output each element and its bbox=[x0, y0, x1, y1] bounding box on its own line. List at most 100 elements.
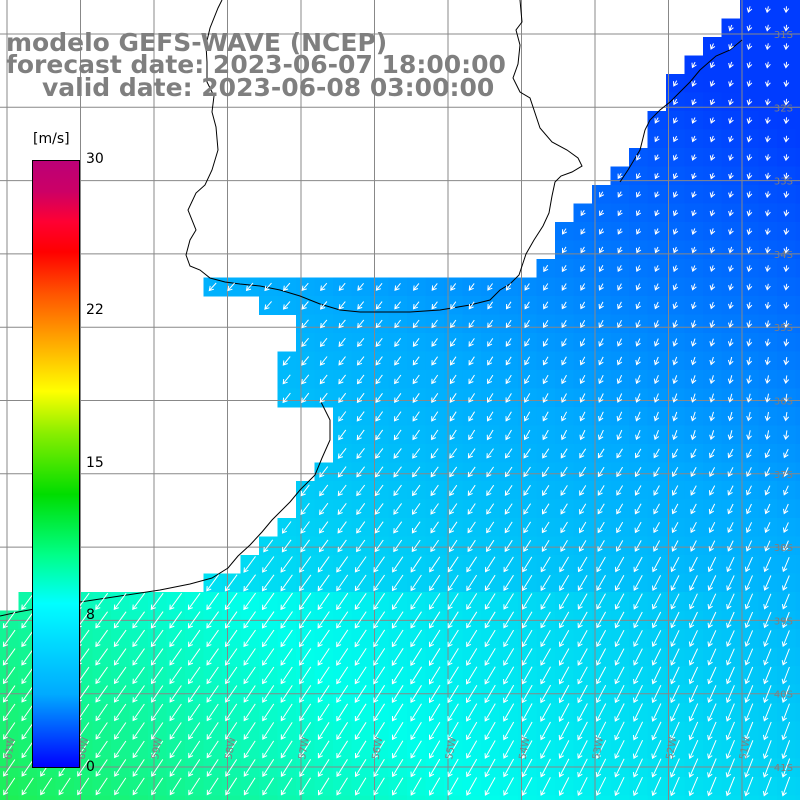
wind-arrow bbox=[764, 503, 771, 515]
wind-arrow bbox=[709, 301, 716, 310]
wind-cell bbox=[795, 148, 800, 167]
wind-arrow bbox=[447, 574, 459, 592]
wind-cell bbox=[795, 721, 800, 741]
wind-arrow bbox=[691, 98, 697, 106]
wind-arrow bbox=[95, 611, 109, 629]
wind-arrow bbox=[690, 375, 697, 385]
wind-arrow bbox=[728, 98, 734, 106]
wind-arrow bbox=[782, 557, 790, 573]
wind-arrow bbox=[504, 521, 513, 534]
wind-arrow bbox=[763, 648, 772, 666]
wind-arrow bbox=[672, 228, 679, 235]
wind-arrow bbox=[558, 777, 570, 796]
wind-arrow bbox=[763, 575, 772, 591]
wind-cell bbox=[111, 795, 130, 800]
wind-arrow bbox=[394, 319, 401, 329]
wind-cell bbox=[703, 795, 722, 800]
wind-arrow bbox=[598, 301, 604, 310]
wind-arrow bbox=[654, 338, 660, 347]
wind-arrow bbox=[169, 685, 182, 703]
wind-arrow bbox=[243, 592, 257, 611]
wind-arrow bbox=[763, 630, 772, 647]
wind-arrow bbox=[540, 629, 551, 648]
wind-arrow bbox=[169, 611, 183, 629]
wind-arrow bbox=[654, 246, 660, 254]
wind-arrow bbox=[523, 466, 531, 478]
wind-arrow bbox=[709, 448, 716, 459]
wind-arrow bbox=[579, 503, 587, 515]
wind-cell bbox=[666, 795, 685, 800]
wind-arrow bbox=[744, 593, 754, 610]
wind-arrow bbox=[559, 629, 570, 648]
wind-arrow bbox=[672, 393, 678, 403]
wind-arrow bbox=[486, 503, 495, 515]
wind-arrow bbox=[671, 540, 679, 552]
wind-arrow bbox=[726, 630, 735, 647]
wind-arrow bbox=[673, 80, 679, 87]
wind-arrow bbox=[633, 611, 643, 629]
wind-arrow bbox=[431, 374, 439, 385]
wind-arrow bbox=[744, 630, 754, 647]
wind-arrow bbox=[40, 777, 53, 796]
wind-arrow bbox=[411, 521, 421, 534]
wind-arrow bbox=[113, 648, 127, 666]
wind-arrow bbox=[357, 282, 364, 291]
wind-arrow bbox=[337, 503, 347, 515]
latitude-label: 33S bbox=[774, 177, 793, 188]
wind-arrow bbox=[636, 191, 642, 198]
wind-arrow bbox=[484, 684, 496, 704]
wind-arrow bbox=[354, 685, 367, 704]
wind-arrow bbox=[558, 758, 570, 778]
wind-arrow bbox=[317, 648, 330, 666]
wind-arrow bbox=[448, 539, 458, 553]
wind-arrow bbox=[356, 356, 365, 366]
longitude-label: 52W bbox=[665, 736, 680, 760]
wind-arrow bbox=[262, 685, 275, 703]
wind-arrow bbox=[691, 191, 697, 198]
wind-arrow bbox=[262, 556, 275, 573]
wind-arrow bbox=[503, 593, 514, 610]
wind-arrow bbox=[77, 777, 90, 796]
wind-arrow bbox=[391, 593, 404, 610]
wind-arrow bbox=[169, 648, 182, 666]
wind-arrow bbox=[690, 356, 697, 366]
wind-cell bbox=[425, 795, 445, 800]
wind-arrow bbox=[765, 246, 771, 254]
wind-arrow bbox=[505, 338, 512, 347]
wind-arrow bbox=[410, 611, 422, 629]
wind-arrow bbox=[653, 540, 661, 552]
wind-arrow bbox=[542, 356, 549, 366]
wind-arrow bbox=[280, 722, 293, 740]
wind-arrow bbox=[466, 703, 478, 722]
wind-arrow bbox=[708, 503, 716, 515]
wind-arrow bbox=[728, 154, 734, 162]
wind-arrow bbox=[614, 593, 625, 610]
wind-arrow bbox=[243, 666, 256, 685]
wind-arrow bbox=[264, 282, 272, 292]
wind-arrow bbox=[280, 574, 293, 592]
wind-arrow bbox=[542, 411, 549, 422]
wind-arrow bbox=[282, 282, 291, 292]
wind-arrow bbox=[391, 666, 404, 685]
wind-arrow bbox=[577, 758, 588, 778]
wind-arrow bbox=[577, 593, 588, 610]
longitude-label: 59W bbox=[150, 736, 165, 760]
wind-arrow bbox=[595, 684, 607, 704]
wind-arrow bbox=[542, 485, 550, 496]
wind-arrow bbox=[412, 393, 420, 403]
wind-arrow bbox=[598, 319, 604, 329]
wind-arrow bbox=[652, 575, 662, 592]
wind-arrow bbox=[300, 502, 310, 516]
wind-arrow bbox=[429, 721, 441, 741]
wind-arrow bbox=[394, 374, 402, 385]
wind-arrow bbox=[429, 611, 441, 629]
wind-arrow bbox=[577, 611, 588, 629]
wind-arrow bbox=[188, 703, 201, 722]
wind-arrow bbox=[763, 703, 772, 722]
wind-arrow bbox=[392, 758, 404, 778]
wind-arrow bbox=[670, 684, 680, 704]
wind-arrow bbox=[3, 740, 16, 759]
wind-arrow bbox=[394, 393, 402, 403]
longitude-label: 61W bbox=[3, 736, 18, 760]
wind-arrow bbox=[299, 759, 312, 777]
